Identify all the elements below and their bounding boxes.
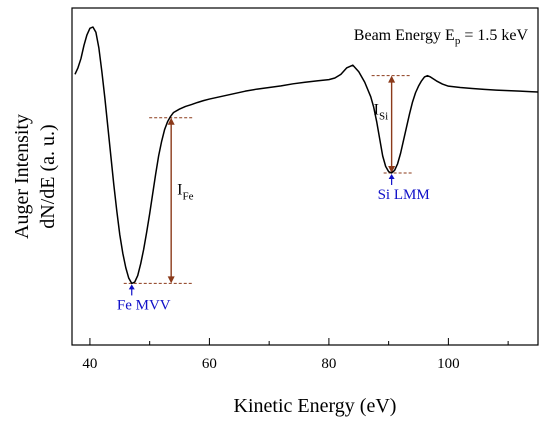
beam-energy-annotation: Beam Energy Ep = 1.5 keV bbox=[354, 27, 529, 47]
x-tick-label: 40 bbox=[82, 356, 97, 372]
peak-pointer-arrow-head bbox=[388, 173, 395, 179]
intensity-arrow-head-bottom bbox=[167, 276, 175, 284]
spectrum-line bbox=[74, 26, 539, 285]
series bbox=[74, 26, 539, 285]
x-tick-label: 80 bbox=[321, 356, 336, 372]
y-axis-title: Auger Intensity dN/dE (a. u.) bbox=[11, 114, 59, 239]
peak-pointer-arrow-head bbox=[128, 284, 135, 290]
intensity-label: IFe bbox=[177, 182, 193, 203]
intensity-label: ISi bbox=[374, 101, 389, 122]
intensity-arrow-head-top bbox=[388, 75, 396, 83]
intensity-arrow-head-bottom bbox=[388, 165, 396, 173]
y-axis-title-line1: Auger Intensity bbox=[11, 114, 33, 239]
peak-label: Fe MVV bbox=[117, 297, 171, 313]
plot-frame bbox=[71, 7, 539, 346]
peak-markers bbox=[123, 75, 412, 296]
axes bbox=[71, 7, 539, 346]
y-axis-title-line2: dN/dE (a. u.) bbox=[37, 124, 59, 228]
labels: 40 60 80 100 Kinetic Energy (eV) Auger Intens… bbox=[11, 27, 528, 417]
x-tick-label: 60 bbox=[202, 356, 217, 372]
intensity-arrow-head-top bbox=[167, 117, 175, 125]
x-tick-label: 100 bbox=[437, 356, 460, 372]
x-axis-title: Kinetic Energy (eV) bbox=[234, 395, 397, 417]
peak-label: Si LMM bbox=[378, 187, 430, 203]
